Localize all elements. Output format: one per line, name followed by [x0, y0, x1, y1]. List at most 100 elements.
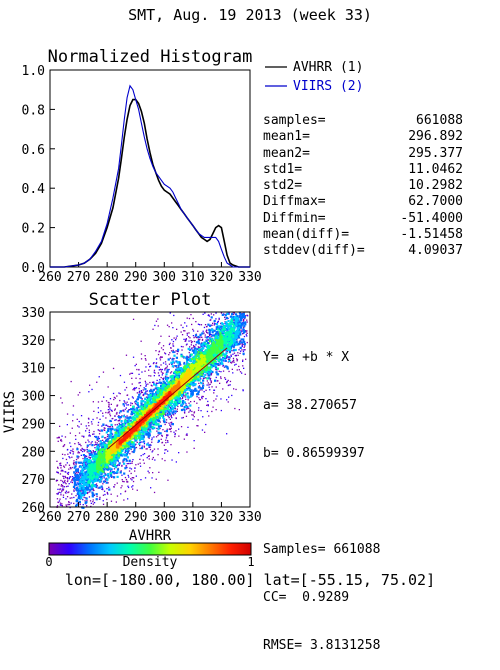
- scatter-point: [98, 407, 99, 408]
- scatter-point: [126, 465, 127, 466]
- scatter-point: [80, 462, 82, 464]
- scatter-point: [70, 468, 71, 469]
- scatter-point: [160, 336, 161, 337]
- scatter-point: [203, 331, 204, 332]
- scatter-point: [222, 314, 224, 316]
- scatter-point: [173, 341, 174, 342]
- scatter-point: [201, 397, 202, 398]
- scatter-point: [184, 401, 186, 403]
- scatter-point: [245, 359, 246, 360]
- scatter-point: [96, 496, 97, 497]
- scatter-point: [131, 473, 132, 474]
- scatter-point: [151, 477, 152, 478]
- scatter-point: [102, 415, 103, 416]
- scatter-point: [134, 470, 135, 471]
- scatter-point: [83, 454, 85, 456]
- scatter-point: [74, 443, 75, 444]
- scatter-point: [96, 382, 97, 383]
- scatter-point: [80, 466, 82, 468]
- scatter-point: [128, 463, 129, 464]
- scatter-point: [67, 413, 68, 414]
- scatter-point: [173, 414, 174, 415]
- scatter-point: [90, 435, 91, 436]
- histogram-series-avhrr: [50, 100, 250, 267]
- scatter-point: [173, 350, 174, 351]
- scatter-point: [169, 413, 171, 415]
- scatter-point: [245, 374, 246, 375]
- scatter-point: [127, 394, 128, 395]
- scatter-point: [188, 348, 190, 350]
- scatter-point: [61, 470, 62, 471]
- scatter-point: [98, 412, 99, 413]
- scatter-point: [239, 409, 240, 410]
- scatter-point: [104, 477, 105, 478]
- scatter-point: [68, 456, 69, 457]
- scatter-point: [72, 428, 73, 429]
- scatter-point: [68, 469, 69, 470]
- scatter-point: [146, 443, 148, 445]
- scatter-point: [198, 383, 199, 384]
- scatter-point: [71, 497, 72, 498]
- scatter-point: [198, 339, 199, 340]
- scatter-point: [69, 442, 70, 443]
- scatter-point: [83, 473, 85, 475]
- scatter-point: [158, 354, 159, 355]
- scatter-point: [206, 405, 207, 406]
- scatter-point: [106, 400, 107, 401]
- scatter-point: [175, 365, 177, 367]
- scatter-point: [158, 372, 159, 373]
- scatter-point: [73, 451, 74, 452]
- scatter-point: [61, 491, 62, 492]
- scatter-point: [220, 371, 221, 372]
- scatter-point: [106, 488, 107, 489]
- scatter-point: [188, 399, 189, 400]
- scatter-point: [129, 460, 131, 462]
- scatter-point: [202, 340, 203, 341]
- scatter-point: [125, 491, 126, 492]
- scatter-point: [182, 327, 183, 328]
- scatter-point: [242, 344, 243, 345]
- scatter-point: [64, 454, 65, 455]
- scatter-point: [167, 434, 168, 435]
- scatter-point: [205, 334, 206, 335]
- scatter-point: [62, 505, 63, 506]
- scatter-point: [194, 341, 195, 342]
- scatter-point: [201, 324, 202, 325]
- scatter-point: [159, 342, 160, 343]
- scatter-point: [170, 312, 171, 313]
- scatter-point: [147, 390, 148, 391]
- scatter-point: [121, 485, 122, 486]
- scatter-point: [141, 392, 142, 393]
- scatter-point: [191, 347, 192, 348]
- scatter-point: [108, 386, 109, 387]
- scatter-point: [177, 361, 179, 363]
- scatter-point: [145, 358, 146, 359]
- scatter-point: [101, 430, 103, 432]
- scatter-point: [169, 364, 170, 365]
- scatter-point: [153, 382, 154, 383]
- scatter-point: [208, 329, 210, 331]
- scatter-point: [154, 375, 155, 376]
- scatter-point: [134, 447, 136, 449]
- scatter-point: [63, 495, 64, 496]
- scatter-point: [194, 448, 195, 449]
- scatter-point: [174, 436, 175, 437]
- scatter-point: [162, 357, 163, 358]
- scatter-point: [177, 336, 178, 337]
- scatter-point: [196, 348, 198, 350]
- scatter-point: [187, 318, 188, 319]
- scatter-point: [61, 436, 62, 437]
- scatter-point: [124, 402, 125, 403]
- scatter-point: [111, 463, 113, 465]
- scatter-point: [73, 472, 75, 474]
- scatter-point: [190, 393, 192, 395]
- scatter-point: [194, 388, 196, 390]
- scatter-point: [148, 456, 149, 457]
- scatter-point: [166, 430, 168, 432]
- scatter-point: [187, 334, 188, 335]
- scatter-point: [103, 504, 104, 505]
- scatter-point: [233, 388, 234, 389]
- scatter-point: [57, 498, 58, 499]
- scatter-point: [162, 429, 163, 430]
- scatter-point: [60, 480, 61, 481]
